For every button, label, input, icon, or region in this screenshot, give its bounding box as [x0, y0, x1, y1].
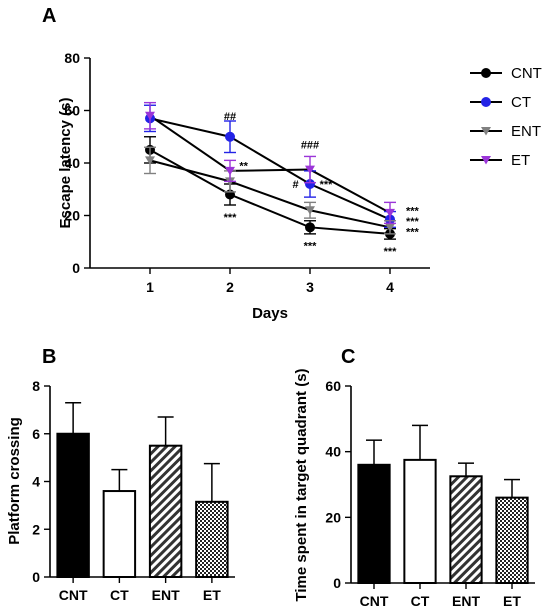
significance-annotation: ##	[224, 111, 236, 123]
panel-a-x-tick-label: 1	[146, 279, 154, 295]
panel-b-y-tick-label: 6	[32, 426, 40, 442]
significance-annotation: **	[239, 161, 248, 173]
significance-annotation: ***	[406, 205, 420, 217]
data-point-ent	[305, 206, 315, 215]
legend-label-ent: ENT	[511, 123, 541, 140]
panel-c-x-tick-label-et: ET	[503, 593, 521, 609]
panel-b-y-label: Platform crossing	[6, 417, 23, 545]
panel-a-y-tick-label: 20	[64, 208, 80, 224]
panel-c-y-label: Time spent in target quadrant (s)	[293, 368, 310, 601]
panel-label-b: B	[42, 346, 56, 368]
panel-c-y-tick-label: 60	[325, 378, 341, 394]
data-point-ct	[225, 131, 235, 142]
panel-b-y-tick-label: 2	[32, 521, 40, 537]
panel-a-x-tick-label: 3	[306, 279, 314, 295]
significance-annotation: ***	[384, 246, 398, 258]
panel-c-y-tick-label: 0	[333, 575, 341, 591]
panel-b-x-tick-label-cnt: CNT	[59, 587, 88, 603]
significance-annotation: ***	[406, 226, 420, 238]
panel-a-y-label: Escape latency (s)	[57, 98, 74, 229]
legend-label-ct: CT	[511, 94, 531, 111]
panel-c-bar-ent	[449, 475, 483, 584]
data-point-ent	[145, 156, 155, 165]
panel-b-y-tick-label: 8	[32, 378, 40, 394]
panel-a-y-tick-label: 80	[64, 50, 80, 66]
significance-annotation: ***	[304, 241, 318, 253]
significance-annotation: ***	[406, 216, 420, 228]
panel-b-y-tick-label: 4	[32, 474, 40, 490]
panel-c-y-tick-label: 40	[325, 444, 341, 460]
panel-label-c: C	[341, 346, 355, 368]
series-line-cnt	[149, 149, 391, 235]
series-line-et	[149, 114, 391, 214]
data-point-et	[225, 166, 235, 176]
data-point-et	[385, 208, 395, 218]
legend-marker-ct	[481, 97, 491, 107]
panel-c-bar-ct	[403, 458, 437, 584]
panel-a-x-label: Days	[252, 305, 288, 322]
legend-marker-et	[481, 156, 491, 165]
panel-label-a: A	[42, 5, 56, 27]
series-line-ent	[149, 159, 391, 229]
panel-b-bar-ct	[102, 490, 137, 578]
panel-b-x-tick-label-et: ET	[203, 587, 221, 603]
data-point-et	[145, 111, 155, 121]
panel-b-x-tick-label-ent: ENT	[152, 587, 180, 603]
data-point-et	[305, 165, 315, 175]
significance-annotation: #	[293, 179, 299, 191]
panel-b-y-tick-label: 0	[32, 569, 40, 585]
panel-b-bar-ent	[148, 444, 183, 578]
panel-a-y-tick-label: 60	[64, 103, 80, 119]
panel-c-bar-et	[495, 496, 529, 584]
panel-c-x-tick-label-cnt: CNT	[360, 593, 389, 609]
panel-a-y-tick-label: 40	[64, 155, 80, 171]
panel-b-bar-cnt	[56, 432, 90, 578]
legend-marker-cnt	[481, 68, 491, 78]
panel-a-x-tick-label: 4	[386, 279, 394, 295]
panel-c-x-tick-label-ct: CT	[411, 593, 430, 609]
data-point-ct	[305, 179, 315, 189]
panel-c-x-tick-label-ent: ENT	[452, 593, 480, 609]
legend-marker-ent	[481, 127, 491, 136]
legend-label-et: ET	[511, 152, 530, 169]
data-point-ent	[385, 223, 395, 232]
panel-c-bar-cnt	[357, 463, 391, 584]
significance-annotation: ###	[301, 140, 319, 152]
panel-a-y-tick-label: 0	[72, 260, 80, 276]
panel-b-bar-et	[195, 500, 229, 579]
data-point-cnt	[305, 222, 315, 233]
panel-a-x-tick-label: 2	[226, 279, 234, 295]
significance-annotation: ***	[320, 179, 334, 191]
series-line-ct	[149, 117, 391, 221]
panel-b-x-tick-label-ct: CT	[110, 587, 129, 603]
legend-label-cnt: CNT	[511, 65, 542, 82]
significance-annotation: ***	[224, 212, 238, 224]
panel-c-y-tick-label: 20	[325, 509, 341, 525]
